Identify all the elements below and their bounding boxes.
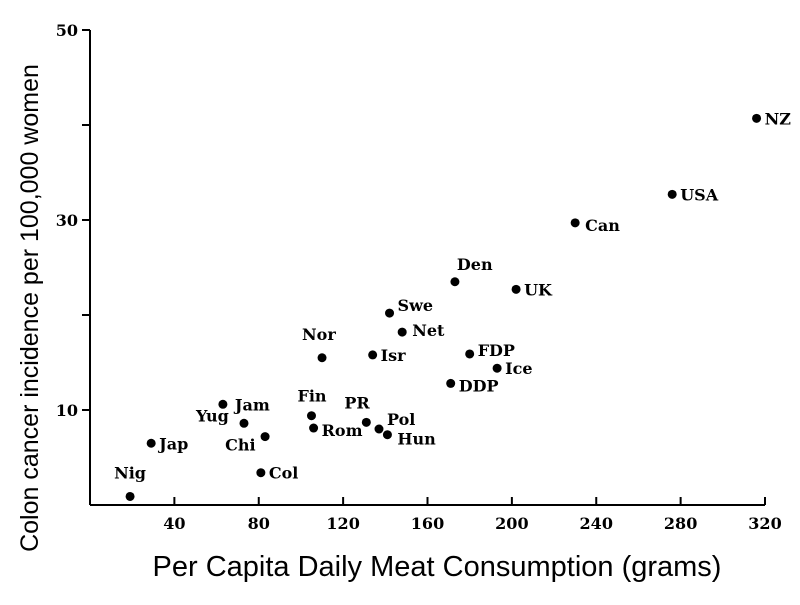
point-label-nz: NZ bbox=[765, 109, 792, 128]
data-point-pr bbox=[361, 417, 371, 427]
data-point-den bbox=[450, 277, 460, 287]
x-tick-label: 40 bbox=[163, 514, 185, 533]
data-point-swe bbox=[385, 308, 395, 318]
data-point-hun bbox=[382, 430, 392, 440]
data-point-fin bbox=[306, 411, 316, 421]
x-tick-label: 160 bbox=[411, 514, 444, 533]
data-point-net bbox=[397, 327, 407, 337]
point-label-uk: UK bbox=[524, 280, 553, 299]
point-label-net: Net bbox=[412, 321, 445, 340]
data-point-ddp bbox=[446, 378, 456, 388]
point-label-rom: Rom bbox=[322, 421, 363, 440]
y-tick-label: 30 bbox=[56, 211, 78, 230]
point-label-fin: Fin bbox=[297, 387, 326, 406]
data-point-nor bbox=[317, 353, 327, 363]
point-label-can: Can bbox=[585, 216, 620, 235]
point-label-usa: USA bbox=[680, 185, 719, 204]
data-point-col bbox=[256, 468, 266, 478]
data-point-isr bbox=[368, 350, 378, 360]
data-point-pol bbox=[374, 424, 384, 434]
y-tick-label: 50 bbox=[56, 21, 78, 40]
data-point-fdp bbox=[465, 349, 475, 359]
y-tick-label: 10 bbox=[56, 401, 78, 420]
point-label-fdp: FDP bbox=[478, 341, 515, 360]
data-point-jam bbox=[218, 399, 228, 409]
x-tick-label: 240 bbox=[580, 514, 613, 533]
point-label-jap: Jap bbox=[157, 434, 188, 453]
data-point-uk bbox=[511, 284, 521, 294]
point-label-nor: Nor bbox=[302, 325, 336, 344]
axis-ticks: 10 30 50 40 80 120 160 200 240 280 320 bbox=[56, 21, 782, 533]
point-label-ddp: DDP bbox=[459, 376, 499, 395]
data-point-nig bbox=[125, 491, 135, 501]
data-point-chi bbox=[260, 432, 270, 442]
data-point-yug bbox=[239, 418, 249, 428]
data-point-usa bbox=[667, 189, 677, 199]
data-point-nz bbox=[752, 113, 762, 123]
point-label-isr: Isr bbox=[381, 346, 406, 365]
point-label-col: Col bbox=[269, 464, 298, 483]
point-label-swe: Swe bbox=[398, 296, 434, 315]
point-label-jam: Jam bbox=[233, 395, 270, 414]
x-tick-label: 280 bbox=[664, 514, 697, 533]
x-axis-label: Per Capita Daily Meat Consumption (grams… bbox=[153, 551, 722, 583]
point-label-chi: Chi bbox=[225, 436, 255, 455]
x-tick-label: 80 bbox=[248, 514, 270, 533]
data-point-jap bbox=[146, 438, 156, 448]
point-label-nig: Nig bbox=[114, 463, 146, 482]
point-label-pr: PR bbox=[344, 393, 370, 412]
y-axis-label: Colon cancer incidence per 100,000 women bbox=[16, 64, 44, 552]
x-tick-label: 200 bbox=[495, 514, 528, 533]
data-point-can bbox=[570, 218, 580, 228]
point-label-den: Den bbox=[457, 255, 493, 274]
point-label-pol: Pol bbox=[387, 410, 415, 429]
point-label-yug: Yug bbox=[195, 406, 229, 425]
point-label-hun: Hun bbox=[397, 430, 436, 449]
data-point-ice bbox=[492, 363, 502, 373]
point-label-ice: Ice bbox=[505, 359, 532, 378]
x-tick-label: 320 bbox=[748, 514, 781, 533]
x-tick-label: 120 bbox=[326, 514, 359, 533]
data-point-rom bbox=[309, 423, 319, 433]
